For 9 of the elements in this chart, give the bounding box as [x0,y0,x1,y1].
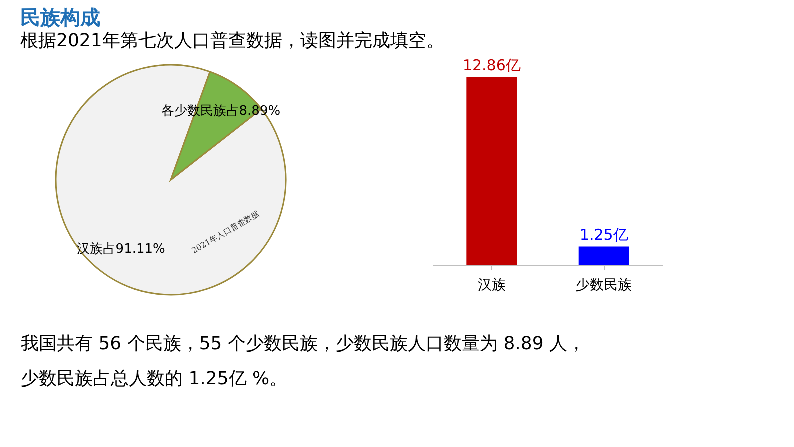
chart-subtitle: 根据2021年第七次人口普查数据，读图并完成填空。 [20,30,444,52]
text: 少数民族占总人数的 1.25亿 %。 [21,368,288,390]
text: 我国共有 56 个民族，55 个少数民族，少数民族人口数量为 8.89 人， [21,334,586,354]
chart-title: 民族构成 [20,6,100,30]
x-tick-label: 少数民族 [576,278,632,294]
data-label: 1.25亿 [580,226,628,244]
data-label: 12.86亿 [462,56,521,74]
x-tick-label: 汉族 [478,278,506,294]
pie-slice [55,64,287,296]
